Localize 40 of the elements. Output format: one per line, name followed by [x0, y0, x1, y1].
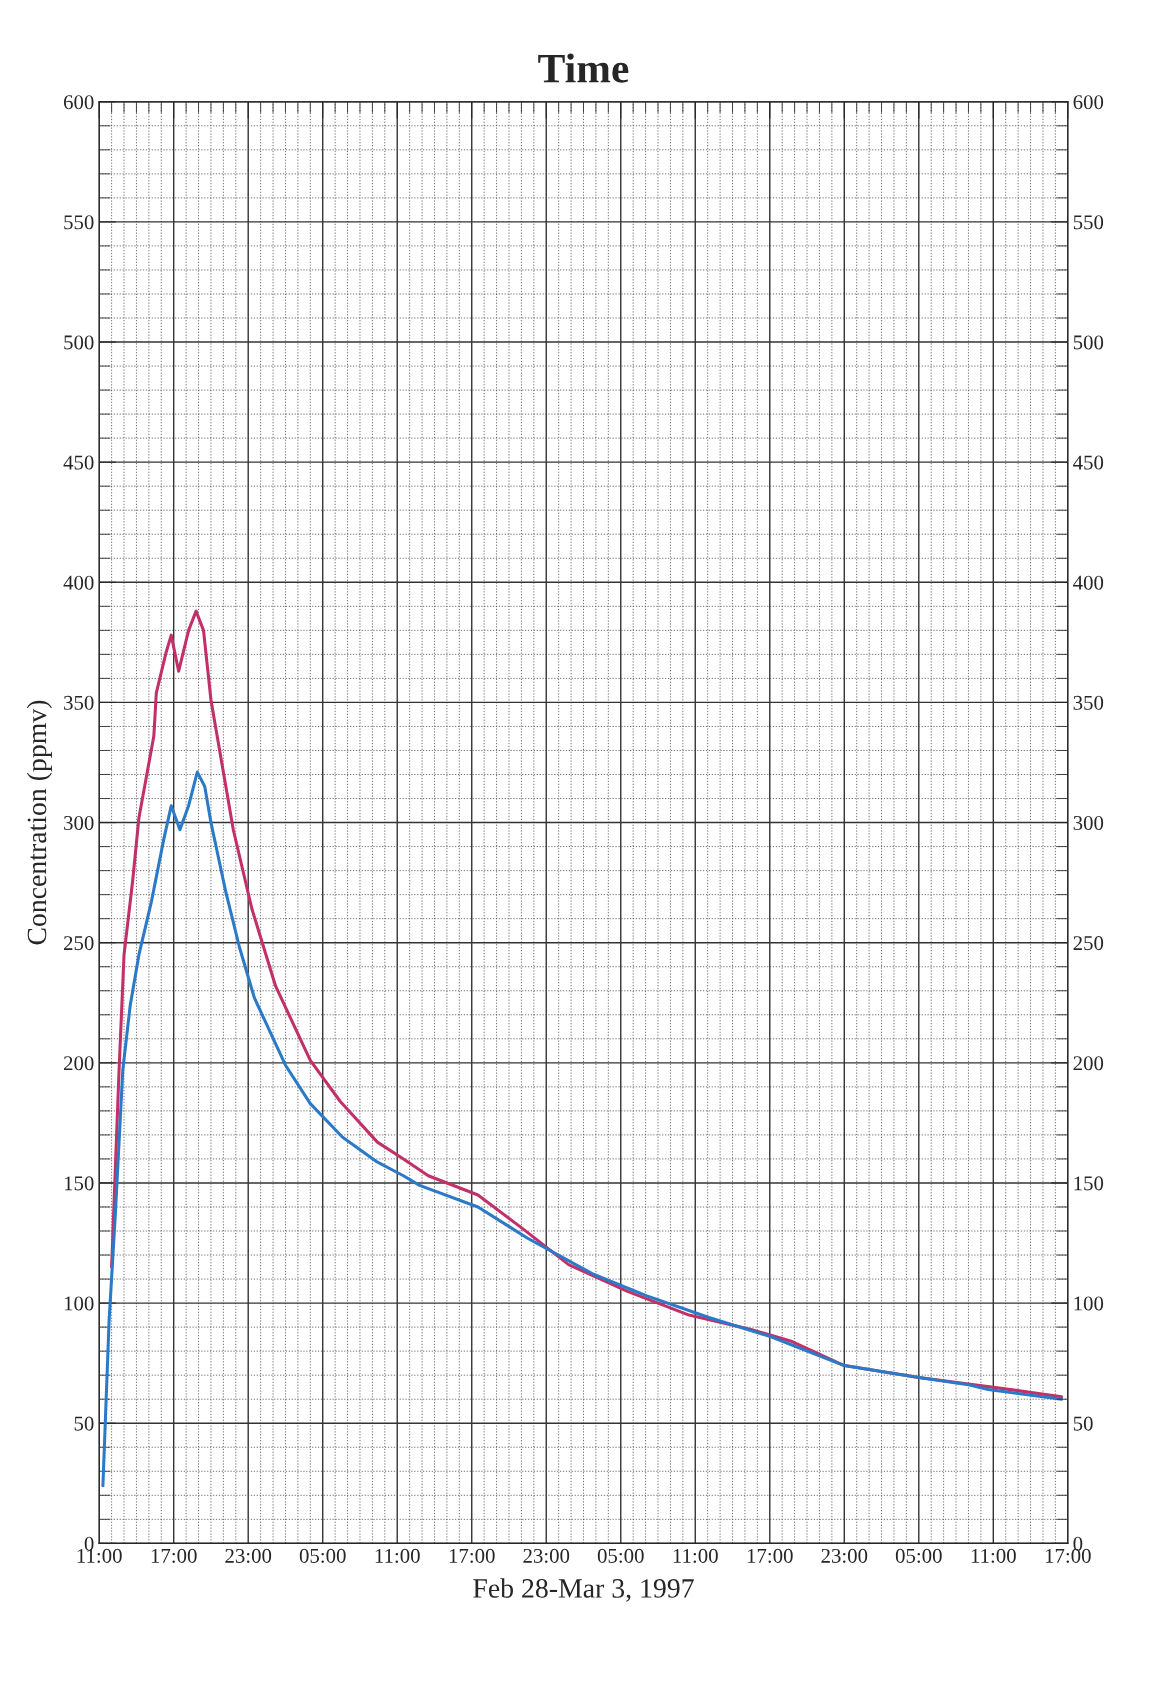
x-tick-label: 23:00: [225, 1548, 272, 1563]
x-tick-label: 05:00: [299, 1548, 346, 1563]
y2-tick-label: 350: [1073, 695, 1104, 710]
y2-tick-label: 50: [1073, 1416, 1093, 1431]
y2-tick-label: 550: [1073, 215, 1104, 230]
y-tick-label: 400: [63, 575, 94, 590]
y-axis-title: Concentration (ppmv): [26, 700, 52, 945]
y2-tick-label: 150: [1074, 1176, 1104, 1191]
y2-tick-label: 600: [1073, 95, 1104, 110]
y-tick-label: 450: [63, 455, 94, 470]
y-tick-label: 550: [64, 215, 94, 230]
x-tick-label: 23:00: [821, 1548, 868, 1563]
y-tick-label: 300: [64, 815, 94, 830]
x-axis-title: Feb 28-Mar 3, 1997: [473, 1578, 694, 1602]
y2-tick-label: 500: [1073, 335, 1104, 350]
x-tick-label: 11:00: [375, 1548, 420, 1563]
y2-tick-label: 300: [1073, 815, 1104, 830]
line-series: [101, 770, 1064, 1488]
y-tick-label: 100: [64, 1296, 94, 1311]
y2-tick-label: 250: [1073, 936, 1104, 951]
x-tick-label: 11:00: [971, 1548, 1016, 1563]
y2-tick-label: 400: [1073, 575, 1104, 590]
y2-tick-label: 200: [1073, 1056, 1104, 1071]
x-tick-label: 17:00: [151, 1548, 197, 1563]
x-tick-label: 05:00: [895, 1548, 942, 1563]
y-tick-label: 200: [64, 1056, 94, 1071]
chart-title: Time: [538, 53, 629, 83]
y-tick-label: 150: [64, 1176, 94, 1191]
y-tick-label: 500: [64, 335, 94, 350]
y-tick-label: 50: [74, 1416, 94, 1431]
y2-tick-label: 100: [1074, 1296, 1104, 1311]
x-tick-label: 17:00: [449, 1548, 495, 1563]
y-tick-label: 600: [63, 95, 94, 110]
x-tick-label: 17:00: [747, 1548, 793, 1563]
x-tick-label: 05:00: [597, 1548, 644, 1563]
y-tick-label: 250: [64, 936, 94, 951]
y-tick-label: 350: [64, 695, 94, 710]
x-tick-label: 23:00: [523, 1548, 570, 1563]
y2-tick-label: 450: [1073, 455, 1104, 470]
x-tick-label: 11:00: [673, 1548, 718, 1563]
